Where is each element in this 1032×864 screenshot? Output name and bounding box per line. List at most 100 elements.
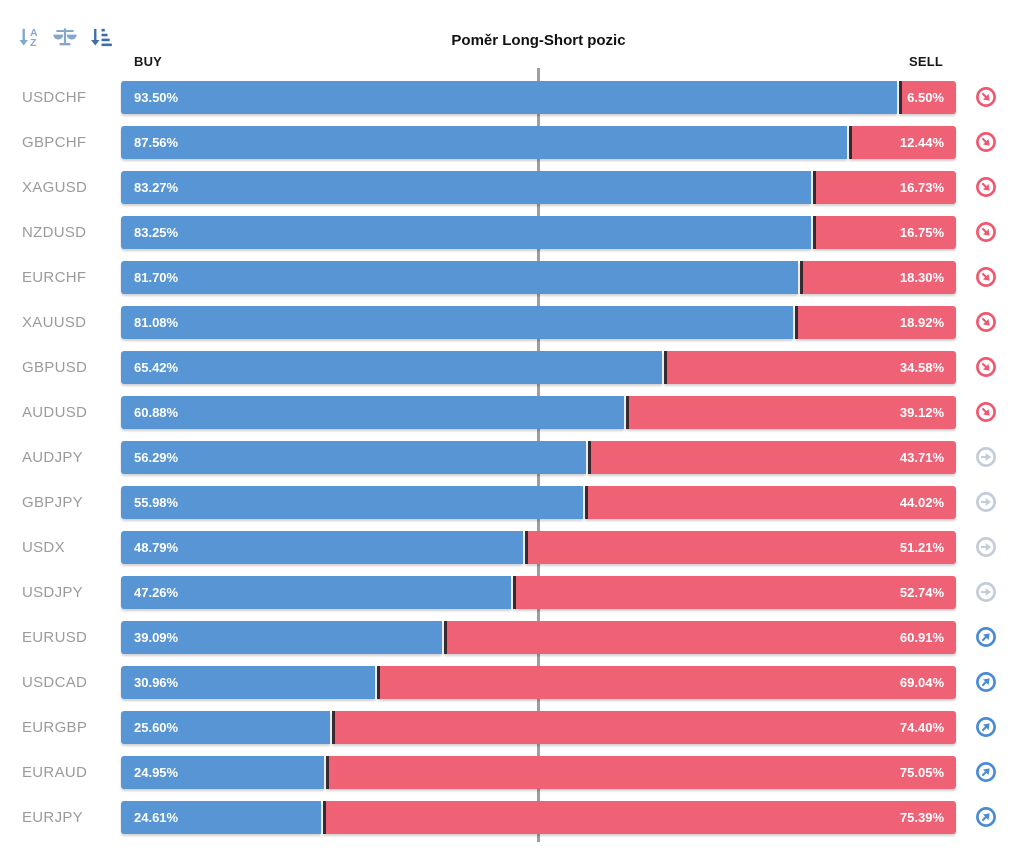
ratio-row: GBPJPY 55.98% 44.02% (0, 486, 1032, 519)
buy-bar-segment: 55.98% (121, 486, 584, 519)
pair-label: EURCHF (22, 269, 87, 286)
ratio-row: EURJPY 24.61% 75.39% (0, 801, 1032, 834)
page-title: Poměr Long-Short pozic (451, 32, 626, 49)
sell-percent-label: 43.71% (899, 450, 944, 465)
sell-column-header: SELL (908, 54, 943, 69)
trend-flat-circle-icon (975, 536, 997, 558)
svg-text:Z: Z (30, 38, 36, 49)
sell-bar-segment: 74.40% (334, 711, 956, 744)
ratio-bar: 81.08% 18.92% (121, 306, 956, 339)
buy-bar-segment: 25.60% (121, 711, 330, 744)
ratio-row: AUDUSD 60.88% 39.12% (0, 396, 1032, 429)
ratio-row: XAGUSD 83.27% 16.73% (0, 171, 1032, 204)
ratio-row: GBPCHF 87.56% 12.44% (0, 126, 1032, 159)
buy-bar-segment: 81.70% (121, 261, 799, 294)
ratio-bar: 65.42% 34.58% (121, 351, 956, 384)
sell-bar-segment: 12.44% (852, 126, 956, 159)
boundary-marker (331, 711, 335, 744)
sell-percent-label: 74.40% (899, 720, 944, 735)
buy-bar-segment: 81.08% (121, 306, 794, 339)
buy-percent-label: 60.88% (134, 405, 179, 420)
buy-bar-segment: 48.79% (121, 531, 524, 564)
sell-percent-label: 18.30% (899, 270, 944, 285)
sort-amount-icon[interactable] (88, 24, 114, 50)
ratio-bar: 55.98% 44.02% (121, 486, 956, 519)
ratio-row: USDCHF 93.50% 6.50% (0, 81, 1032, 114)
ratio-bar: 56.29% 43.71% (121, 441, 956, 474)
buy-percent-label: 24.95% (134, 765, 179, 780)
pair-label: USDJPY (22, 584, 83, 601)
pair-label: GBPJPY (22, 494, 83, 511)
ratio-bar: 93.50% 6.50% (121, 81, 956, 114)
ratio-row: EURUSD 39.09% 60.91% (0, 621, 1032, 654)
boundary-marker (664, 351, 668, 384)
boundary-marker (376, 666, 380, 699)
trend-down-circle-icon (975, 176, 997, 198)
buy-percent-label: 65.42% (134, 360, 179, 375)
trend-flat-circle-icon (975, 491, 997, 513)
ratio-bar: 83.25% 16.75% (121, 216, 956, 249)
sell-bar-segment: 16.75% (816, 216, 956, 249)
buy-percent-label: 93.50% (134, 90, 179, 105)
pair-label: EURAUD (22, 764, 88, 781)
toolbar: A Z (16, 24, 114, 50)
pair-label: AUDJPY (22, 449, 83, 466)
ratio-bar: 47.26% 52.74% (121, 576, 956, 609)
sell-bar-segment: 51.21% (528, 531, 956, 564)
pair-label: XAGUSD (22, 179, 88, 196)
trend-up-circle-icon (975, 806, 997, 828)
sell-bar-segment: 75.05% (329, 756, 956, 789)
buy-bar-segment: 47.26% (121, 576, 511, 609)
ratio-row: EURAUD 24.95% 75.05% (0, 756, 1032, 789)
sell-bar-segment: 6.50% (901, 81, 956, 114)
sell-percent-label: 12.44% (899, 135, 944, 150)
sell-bar-segment: 52.74% (515, 576, 956, 609)
sell-percent-label: 34.58% (899, 360, 944, 375)
ratio-row: XAUUSD 81.08% 18.92% (0, 306, 1032, 339)
ratio-row: USDJPY 47.26% 52.74% (0, 576, 1032, 609)
sell-bar-segment: 18.30% (803, 261, 956, 294)
buy-bar-segment: 83.25% (121, 216, 812, 249)
ratio-rows: USDCHF 93.50% 6.50% GBPCHF 87.56% 12.44%… (0, 81, 1032, 846)
buy-bar-segment: 93.50% (121, 81, 897, 114)
trend-down-circle-icon (975, 356, 997, 378)
buy-percent-label: 81.08% (134, 315, 179, 330)
pair-label: NZDUSD (22, 224, 87, 241)
buy-percent-label: 83.27% (134, 180, 179, 195)
sell-bar-segment: 44.02% (588, 486, 956, 519)
boundary-marker (849, 126, 853, 159)
sell-percent-label: 39.12% (899, 405, 944, 420)
ratio-bar: 83.27% 16.73% (121, 171, 956, 204)
sell-bar-segment: 43.71% (591, 441, 956, 474)
ratio-bar: 48.79% 51.21% (121, 531, 956, 564)
ratio-row: EURCHF 81.70% 18.30% (0, 261, 1032, 294)
boundary-marker (813, 216, 817, 249)
boundary-marker (588, 441, 592, 474)
pair-label: GBPCHF (22, 134, 87, 151)
boundary-marker (898, 81, 902, 114)
boundary-marker (813, 171, 817, 204)
buy-percent-label: 56.29% (134, 450, 179, 465)
balance-scale-icon[interactable] (52, 24, 78, 50)
sell-bar-segment: 69.04% (379, 666, 956, 699)
sell-bar-segment: 39.12% (629, 396, 956, 429)
buy-percent-label: 48.79% (134, 540, 179, 555)
sell-percent-label: 75.39% (899, 810, 944, 825)
buy-percent-label: 30.96% (134, 675, 179, 690)
buy-percent-label: 81.70% (134, 270, 179, 285)
sell-percent-label: 44.02% (899, 495, 944, 510)
sell-bar-segment: 16.73% (816, 171, 956, 204)
ratio-bar: 39.09% 60.91% (121, 621, 956, 654)
buy-bar-segment: 24.61% (121, 801, 322, 834)
buy-percent-label: 87.56% (134, 135, 179, 150)
trend-up-circle-icon (975, 626, 997, 648)
pair-label: USDCHF (22, 89, 87, 106)
pair-label: USDX (22, 539, 65, 556)
buy-bar-segment: 60.88% (121, 396, 625, 429)
trend-down-circle-icon (975, 266, 997, 288)
sell-percent-label: 69.04% (899, 675, 944, 690)
boundary-marker (795, 306, 799, 339)
sell-percent-label: 6.50% (907, 90, 944, 105)
sort-alphabetical-icon[interactable]: A Z (16, 24, 42, 50)
sell-percent-label: 16.75% (899, 225, 944, 240)
